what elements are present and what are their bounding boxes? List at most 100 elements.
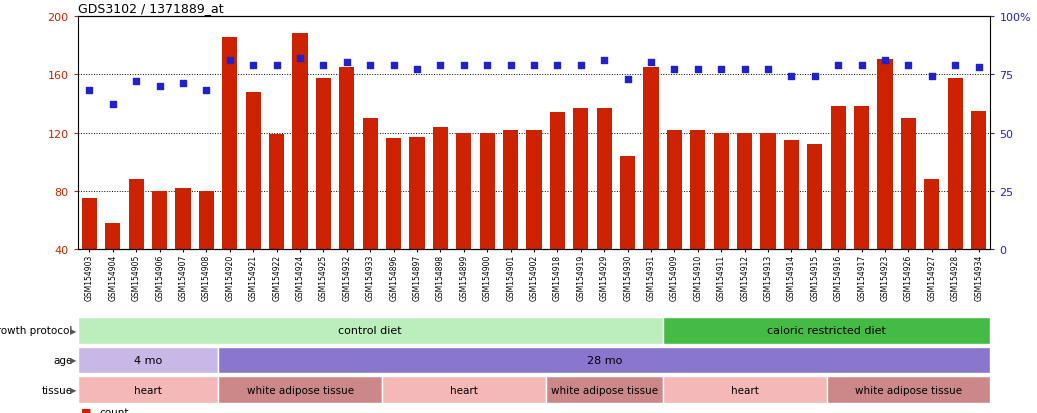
Text: 4 mo: 4 mo	[134, 355, 162, 365]
Point	[291, 55, 308, 62]
Point	[830, 62, 846, 69]
Bar	[410, 138, 425, 308]
Bar	[218, 347, 990, 373]
Point	[783, 74, 800, 81]
Bar	[386, 139, 401, 308]
Point	[900, 62, 917, 69]
Bar	[152, 192, 167, 308]
Bar	[503, 130, 518, 308]
Bar	[78, 347, 218, 373]
Bar	[78, 377, 218, 403]
Text: growth protocol: growth protocol	[0, 325, 73, 335]
Bar	[596, 108, 612, 308]
Text: white adipose tissue: white adipose tissue	[551, 385, 657, 395]
Bar	[106, 223, 120, 308]
Bar	[545, 377, 663, 403]
Text: tissue: tissue	[41, 385, 73, 395]
Point	[572, 62, 589, 69]
Point	[245, 62, 261, 69]
Bar	[363, 119, 377, 308]
Bar	[432, 127, 448, 308]
Point	[151, 83, 168, 90]
Point	[409, 67, 425, 74]
Point	[432, 62, 449, 69]
Bar	[737, 133, 752, 308]
Bar	[292, 34, 308, 308]
Text: white adipose tissue: white adipose tissue	[247, 385, 354, 395]
Point	[502, 62, 518, 69]
Bar	[807, 145, 822, 308]
Point	[760, 67, 777, 74]
Point	[479, 62, 496, 69]
Text: white adipose tissue: white adipose tissue	[854, 385, 962, 395]
Bar	[948, 79, 962, 308]
Point	[386, 62, 402, 69]
Bar	[971, 112, 986, 308]
Bar	[643, 68, 658, 308]
Point	[643, 60, 660, 66]
Point	[222, 57, 239, 64]
Bar	[129, 180, 144, 308]
Point	[971, 64, 987, 71]
Text: heart: heart	[450, 385, 478, 395]
Point	[947, 62, 963, 69]
Text: age: age	[53, 355, 73, 365]
Text: heart: heart	[731, 385, 759, 395]
Bar	[527, 130, 541, 308]
Bar	[573, 108, 588, 308]
Text: count: count	[100, 407, 129, 413]
Text: control diet: control diet	[338, 325, 402, 335]
Point	[362, 62, 379, 69]
Bar	[339, 68, 355, 308]
Bar	[246, 93, 261, 308]
Bar	[382, 377, 545, 403]
Point	[619, 76, 636, 83]
Bar	[550, 113, 565, 308]
Text: ■: ■	[81, 407, 91, 413]
Text: ▶: ▶	[71, 385, 77, 394]
Text: GDS3102 / 1371889_at: GDS3102 / 1371889_at	[78, 2, 223, 15]
Bar	[82, 199, 97, 308]
Point	[550, 62, 566, 69]
Bar	[620, 157, 636, 308]
Point	[666, 67, 682, 74]
Bar	[760, 133, 776, 308]
Point	[315, 62, 332, 69]
Bar	[480, 133, 495, 308]
Point	[853, 62, 870, 69]
Bar	[78, 317, 663, 344]
Bar	[713, 133, 729, 308]
Point	[736, 67, 753, 74]
Point	[269, 62, 285, 69]
Point	[175, 81, 192, 88]
Bar	[222, 38, 237, 308]
Text: caloric restricted diet: caloric restricted diet	[767, 325, 886, 335]
Point	[455, 62, 472, 69]
Bar	[826, 377, 990, 403]
Point	[924, 74, 941, 81]
Bar	[877, 60, 893, 308]
Bar	[784, 140, 800, 308]
Point	[128, 78, 144, 85]
Text: ▶: ▶	[71, 356, 77, 365]
Bar	[218, 377, 382, 403]
Point	[81, 88, 97, 95]
Point	[338, 60, 355, 66]
Text: heart: heart	[134, 385, 162, 395]
Point	[596, 57, 613, 64]
Point	[807, 74, 823, 81]
Bar	[667, 130, 682, 308]
Bar	[269, 135, 284, 308]
Bar	[854, 107, 869, 308]
Point	[105, 102, 121, 109]
Bar	[901, 119, 916, 308]
Bar	[175, 189, 191, 308]
Point	[690, 67, 706, 74]
Point	[876, 57, 893, 64]
Bar	[831, 107, 846, 308]
Bar	[924, 180, 940, 308]
Text: ▶: ▶	[71, 326, 77, 335]
Point	[526, 62, 542, 69]
Point	[713, 67, 730, 74]
Bar	[456, 133, 472, 308]
